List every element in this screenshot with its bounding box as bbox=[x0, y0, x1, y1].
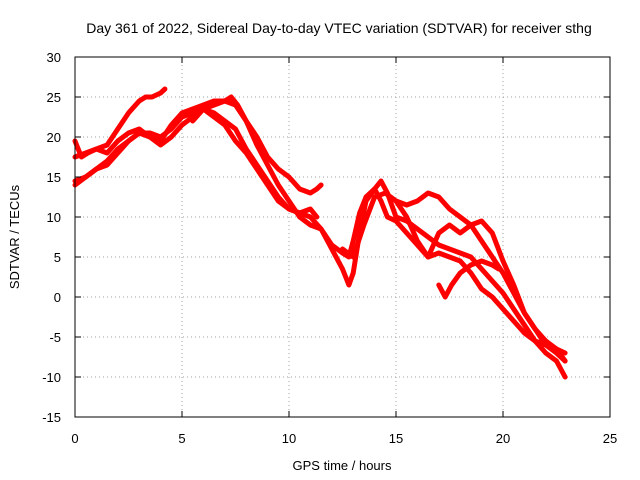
x-tick-labels: 0 5 10 15 20 25 bbox=[71, 431, 617, 446]
series-line-4 bbox=[72, 106, 320, 220]
x-tick-label: 20 bbox=[496, 431, 510, 446]
y-tick-label: 15 bbox=[47, 170, 61, 185]
series-line-2 bbox=[72, 106, 568, 356]
x-tick-label: 0 bbox=[71, 431, 78, 446]
y-tick-label: -15 bbox=[42, 410, 61, 425]
series-line-5 bbox=[190, 98, 324, 196]
axis-ticks bbox=[74, 56, 611, 418]
y-tick-label: 30 bbox=[47, 50, 61, 65]
y-tick-label: 10 bbox=[47, 210, 61, 225]
grid-lines bbox=[75, 57, 610, 417]
x-tick-label: 25 bbox=[603, 431, 617, 446]
y-tick-label: 25 bbox=[47, 90, 61, 105]
x-axis-label: GPS time / hours bbox=[293, 458, 392, 473]
y-tick-label: 20 bbox=[47, 130, 61, 145]
y-axis-label: SDTVAR / TECUs bbox=[7, 184, 22, 289]
plot-frame bbox=[74, 56, 611, 418]
y-tick-label: -5 bbox=[49, 330, 61, 345]
series-line-7 bbox=[393, 190, 568, 364]
y-tick-labels: -15 -10 -5 0 5 10 15 20 25 30 bbox=[42, 50, 61, 425]
series-line-8 bbox=[436, 258, 502, 300]
y-tick-label: 0 bbox=[54, 290, 61, 305]
x-tick-label: 10 bbox=[282, 431, 296, 446]
x-tick-label: 5 bbox=[178, 431, 185, 446]
series-lines bbox=[72, 86, 568, 380]
chart-title: Day 361 of 2022, Sidereal Day-to-day VTE… bbox=[86, 20, 592, 36]
y-tick-label: 5 bbox=[54, 250, 61, 265]
x-tick-label: 15 bbox=[389, 431, 403, 446]
y-tick-label: -10 bbox=[42, 370, 61, 385]
